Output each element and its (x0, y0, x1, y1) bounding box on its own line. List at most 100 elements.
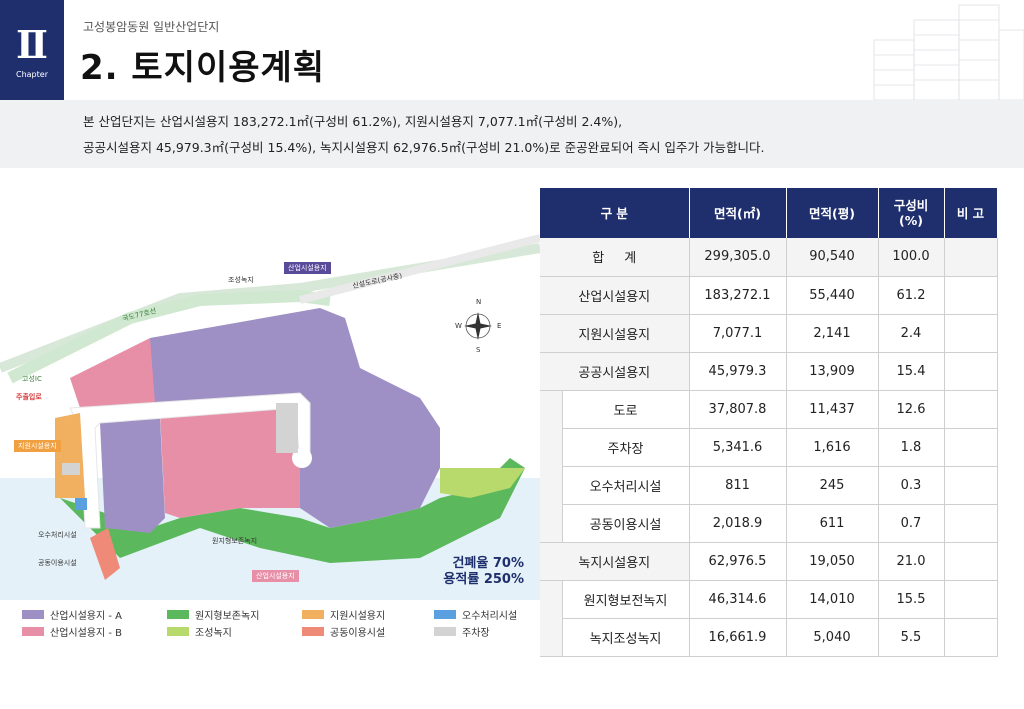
legend-swatch (22, 610, 44, 619)
table-row: 녹지조성녹지 16,661.9 5,040 5.5 (540, 618, 998, 657)
legend-item: 오수처리시설 (434, 607, 517, 622)
table-row: 주차장 5,341.6 1,616 1.8 (540, 428, 998, 467)
row-label: 오수처리시설 (562, 466, 690, 505)
row-note (944, 580, 998, 619)
row-pyeong: 611 (786, 504, 879, 543)
road-goseong-label: 고성IC (22, 375, 42, 383)
table-row: 녹지시설용지 62,976.5 19,050 21.0 (540, 542, 998, 581)
new-road (298, 234, 542, 304)
row-pyeong: 19,050 (786, 542, 879, 581)
row-ratio: 12.6 (878, 390, 945, 429)
row-ratio: 5.5 (878, 618, 945, 657)
building-sketch-decoration (873, 4, 1024, 100)
legend-item: 주차장 (434, 624, 490, 639)
parking-lot (276, 403, 298, 453)
legend-item: 원지형보존녹지 (167, 607, 259, 622)
compass-west: W (455, 322, 462, 330)
row-ratio: 2.4 (878, 314, 945, 353)
row-label: 합계 (540, 238, 690, 277)
industrial-b-area-north (70, 338, 155, 413)
row-sqm: 46,314.6 (689, 580, 787, 619)
coverage-ratio: 건폐율 70% (452, 555, 524, 571)
table-row: 합계 299,305.0 90,540 100.0 (540, 238, 998, 277)
table-row: 산업시설용지 183,272.1 55,440 61.2 (540, 276, 998, 315)
building-ratio-box: 건폐율 70% 용적률 250% (443, 556, 524, 589)
legend-item: 산업시설용지 - B (22, 624, 122, 639)
legend-label: 오수처리시설 (462, 611, 518, 622)
row-pyeong: 55,440 (786, 276, 879, 315)
row-pyeong: 13,909 (786, 352, 879, 391)
row-pyeong: 14,010 (786, 580, 879, 619)
group-indent-public (540, 390, 563, 543)
compass-north: N (476, 298, 482, 306)
row-sqm: 183,272.1 (689, 276, 787, 315)
row-sqm: 16,661.9 (689, 618, 787, 657)
summary-line-2: 공공시설용지 45,979.3㎡(구성비 15.4%), 녹지시설용지 62,9… (83, 140, 765, 155)
legend-swatch (302, 627, 324, 636)
legend-label: 공동이용시설 (330, 628, 386, 639)
legend-swatch (434, 610, 456, 619)
table-row: 지원시설용지 7,077.1 2,141 2.4 (540, 314, 998, 353)
legend-swatch (167, 610, 189, 619)
row-sqm: 62,976.5 (689, 542, 787, 581)
row-ratio: 0.3 (878, 466, 945, 505)
legend-item: 산업시설용지 - A (22, 607, 122, 622)
sewage-area (75, 498, 87, 510)
parking-lot-small (62, 463, 80, 475)
table-row: 도로 37,807.8 11,437 12.6 (540, 390, 998, 543)
row-label: 공공시설용지 (540, 352, 690, 391)
header-area-pyeong: 면적(평) (786, 188, 879, 238)
industrial-a-area-west (100, 418, 165, 533)
legend-label: 산업시설용지 - A (50, 611, 123, 622)
row-pyeong: 2,141 (786, 314, 879, 353)
row-pyeong: 245 (786, 466, 879, 505)
legend-label: 주차장 (462, 628, 490, 639)
legend-item: 조성녹지 (167, 624, 232, 639)
row-pyeong: 5,040 (786, 618, 879, 657)
row-ratio: 15.4 (878, 352, 945, 391)
header-category: 구 분 (540, 188, 690, 238)
floor-area-ratio: 용적률 250% (443, 571, 524, 587)
legend-item: 지원시설용지 (302, 607, 385, 622)
entrance-label: 주출입로 (16, 393, 42, 401)
tag-industrial: 산업시설용지 (284, 262, 331, 274)
row-label: 지원시설용지 (540, 314, 690, 353)
legend-label: 조성녹지 (195, 628, 232, 639)
label-sewage: 오수처리시설 (38, 531, 77, 539)
summary-line-1: 본 산업단지는 산업시설용지 183,272.1㎡(구성비 61.2%), 지원… (83, 114, 623, 129)
table-row: 공공시설용지 45,979.3 13,909 15.4 (540, 352, 998, 391)
label-green-made: 조성녹지 (228, 276, 254, 284)
row-label: 주차장 (562, 428, 690, 467)
header-ratio: 구성비 (%) (878, 188, 945, 238)
compass-icon (464, 312, 492, 340)
legend-swatch (434, 627, 456, 636)
row-label: 원지형보전녹지 (562, 580, 690, 619)
row-label: 도로 (562, 390, 690, 429)
row-note (944, 504, 998, 543)
row-note (944, 618, 998, 657)
row-ratio: 0.7 (878, 504, 945, 543)
row-sqm: 811 (689, 466, 787, 505)
page-title: 2. 토지이용계획 (80, 48, 326, 88)
table-row: 오수처리시설 811 245 0.3 (540, 466, 998, 505)
legend-item: 공동이용시설 (302, 624, 385, 639)
row-label: 산업시설용지 (540, 276, 690, 315)
row-ratio: 61.2 (878, 276, 945, 315)
legend-swatch (22, 627, 44, 636)
row-sqm: 299,305.0 (689, 238, 787, 277)
row-ratio: 1.8 (878, 428, 945, 467)
table-row: 공동이용시설 2,018.9 611 0.7 (540, 504, 998, 543)
row-note (944, 542, 998, 581)
compass-east: E (497, 322, 502, 330)
row-note (944, 466, 998, 505)
header-note: 비 고 (944, 188, 998, 238)
row-ratio: 100.0 (878, 238, 945, 277)
table-header-row: 구 분 면적(㎡) 면적(평) 구성비 (%) 비 고 (540, 188, 998, 238)
legend-label: 지원시설용지 (330, 611, 386, 622)
row-note (944, 314, 998, 353)
chapter-label: Chapter (16, 70, 48, 79)
chapter-badge: Ⅱ Chapter (0, 0, 64, 100)
row-note (944, 428, 998, 467)
chapter-numeral: Ⅱ (15, 22, 49, 67)
label-green-preserved: 원지형보존녹지 (212, 537, 258, 545)
